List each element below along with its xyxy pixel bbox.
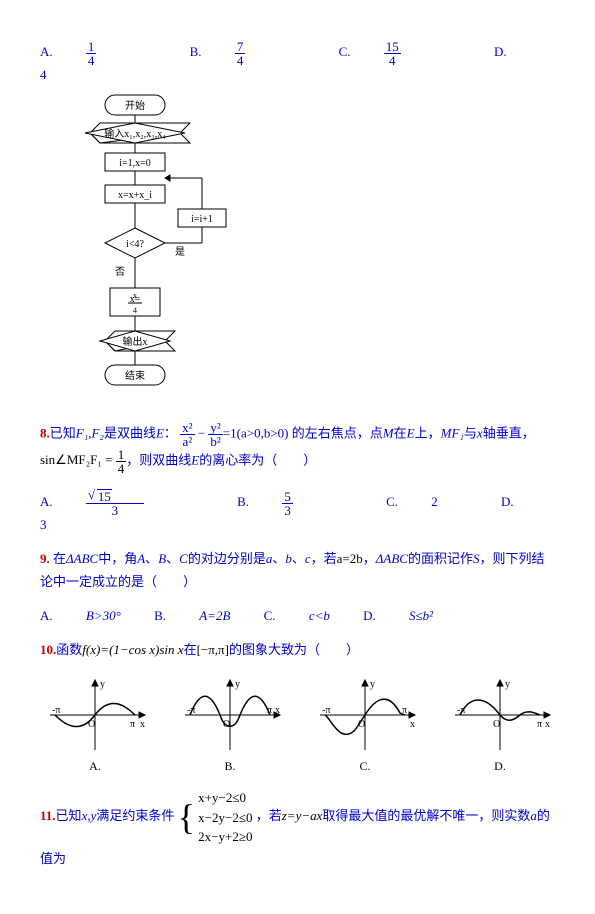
q-top-options: A. 14 B. 74 C. 154 D. 4	[40, 40, 555, 83]
svg-text:x: x	[545, 719, 550, 730]
svg-text:y: y	[235, 679, 240, 690]
q9-opt-d: D. S≤b²	[363, 608, 433, 623]
svg-text:x: x	[275, 705, 280, 716]
graph-b: y -π π O x B.	[175, 675, 285, 774]
q8-opt-b: B. 53	[237, 494, 353, 509]
svg-text:4: 4	[133, 306, 137, 315]
q9-opt-c: C. c<b	[264, 608, 330, 623]
svg-text:结束: 结束	[125, 369, 145, 382]
svg-text:π: π	[267, 705, 272, 716]
graph-d: y -π π O x D.	[445, 675, 555, 774]
svg-text:O: O	[223, 719, 230, 730]
svg-text:开始: 开始	[125, 99, 145, 112]
svg-text:输出x: 输出x	[123, 335, 148, 348]
opt-c: C. 154	[339, 44, 461, 59]
q10-graphs: y -π π O x A. y -π π O x B. y -π π O	[40, 675, 555, 774]
graph-a: y -π π O x A.	[40, 675, 150, 774]
svg-text:π: π	[537, 719, 542, 730]
svg-text:x: x	[410, 719, 415, 730]
q11-text: 11.已知x,y满足约束条件 { x+y−2≤0 x−2y−2≤0 2x−y+2…	[40, 788, 555, 870]
svg-text:y: y	[505, 679, 510, 690]
svg-text:y: y	[370, 679, 375, 690]
q8-opt-a: A. 153	[40, 494, 204, 509]
svg-text:-π: -π	[52, 705, 60, 716]
svg-text:π: π	[402, 705, 407, 716]
svg-text:y: y	[100, 679, 105, 690]
q8-text: 8.已知F₁,F₂是双曲线E： x²a² − y²b²=1(a>0,b>0) 的…	[40, 421, 555, 475]
svg-text:i=i+1: i=i+1	[191, 214, 213, 225]
q8-options: A. 153 B. 53 C. 2 D. 3	[40, 489, 555, 533]
svg-text:-π: -π	[187, 705, 195, 716]
svg-text:-π: -π	[457, 705, 465, 716]
q10-text: 10.函数f(x)=(1−cos x)sin x在[−π,π]的图象大致为（ ）	[40, 638, 555, 661]
svg-text:x=x+x_i: x=x+x_i	[118, 190, 152, 201]
q9-opt-a: A. B>30°	[40, 608, 121, 623]
svg-text:O: O	[493, 719, 500, 730]
svg-text:否: 否	[115, 266, 125, 278]
q8-opt-c: C. 2	[386, 494, 468, 509]
opt-a: A. 14	[40, 44, 156, 59]
svg-text:π: π	[130, 719, 135, 730]
q9-options: A. B>30° B. A=2B C. c<b D. S≤b²	[40, 608, 555, 624]
q9-opt-b: B. A=2B	[154, 608, 230, 623]
svg-text:-π: -π	[322, 705, 330, 716]
svg-text:输入x₁,x₂,x₃,x₄: 输入x₁,x₂,x₃,x₄	[104, 127, 166, 140]
svg-text:O: O	[358, 719, 365, 730]
q9-text: 9. 在ΔABC中，角A、B、C的对边分别是a、b、c，若a=2b，ΔABC的面…	[40, 547, 555, 594]
flowchart-figure: 开始 输入x₁,x₂,x₃,x₄ i=1,x=0 x=x+x_i i=i+1 i…	[70, 93, 555, 407]
svg-text:i<4?: i<4?	[126, 239, 144, 250]
svg-text:是: 是	[175, 246, 185, 258]
svg-text:i=1,x=0: i=1,x=0	[119, 158, 151, 169]
graph-c: y -π π O x C.	[310, 675, 420, 774]
svg-text:O: O	[88, 719, 95, 730]
svg-text:x: x	[140, 719, 145, 730]
svg-text:x: x	[133, 291, 137, 300]
opt-b: B. 74	[190, 44, 306, 59]
